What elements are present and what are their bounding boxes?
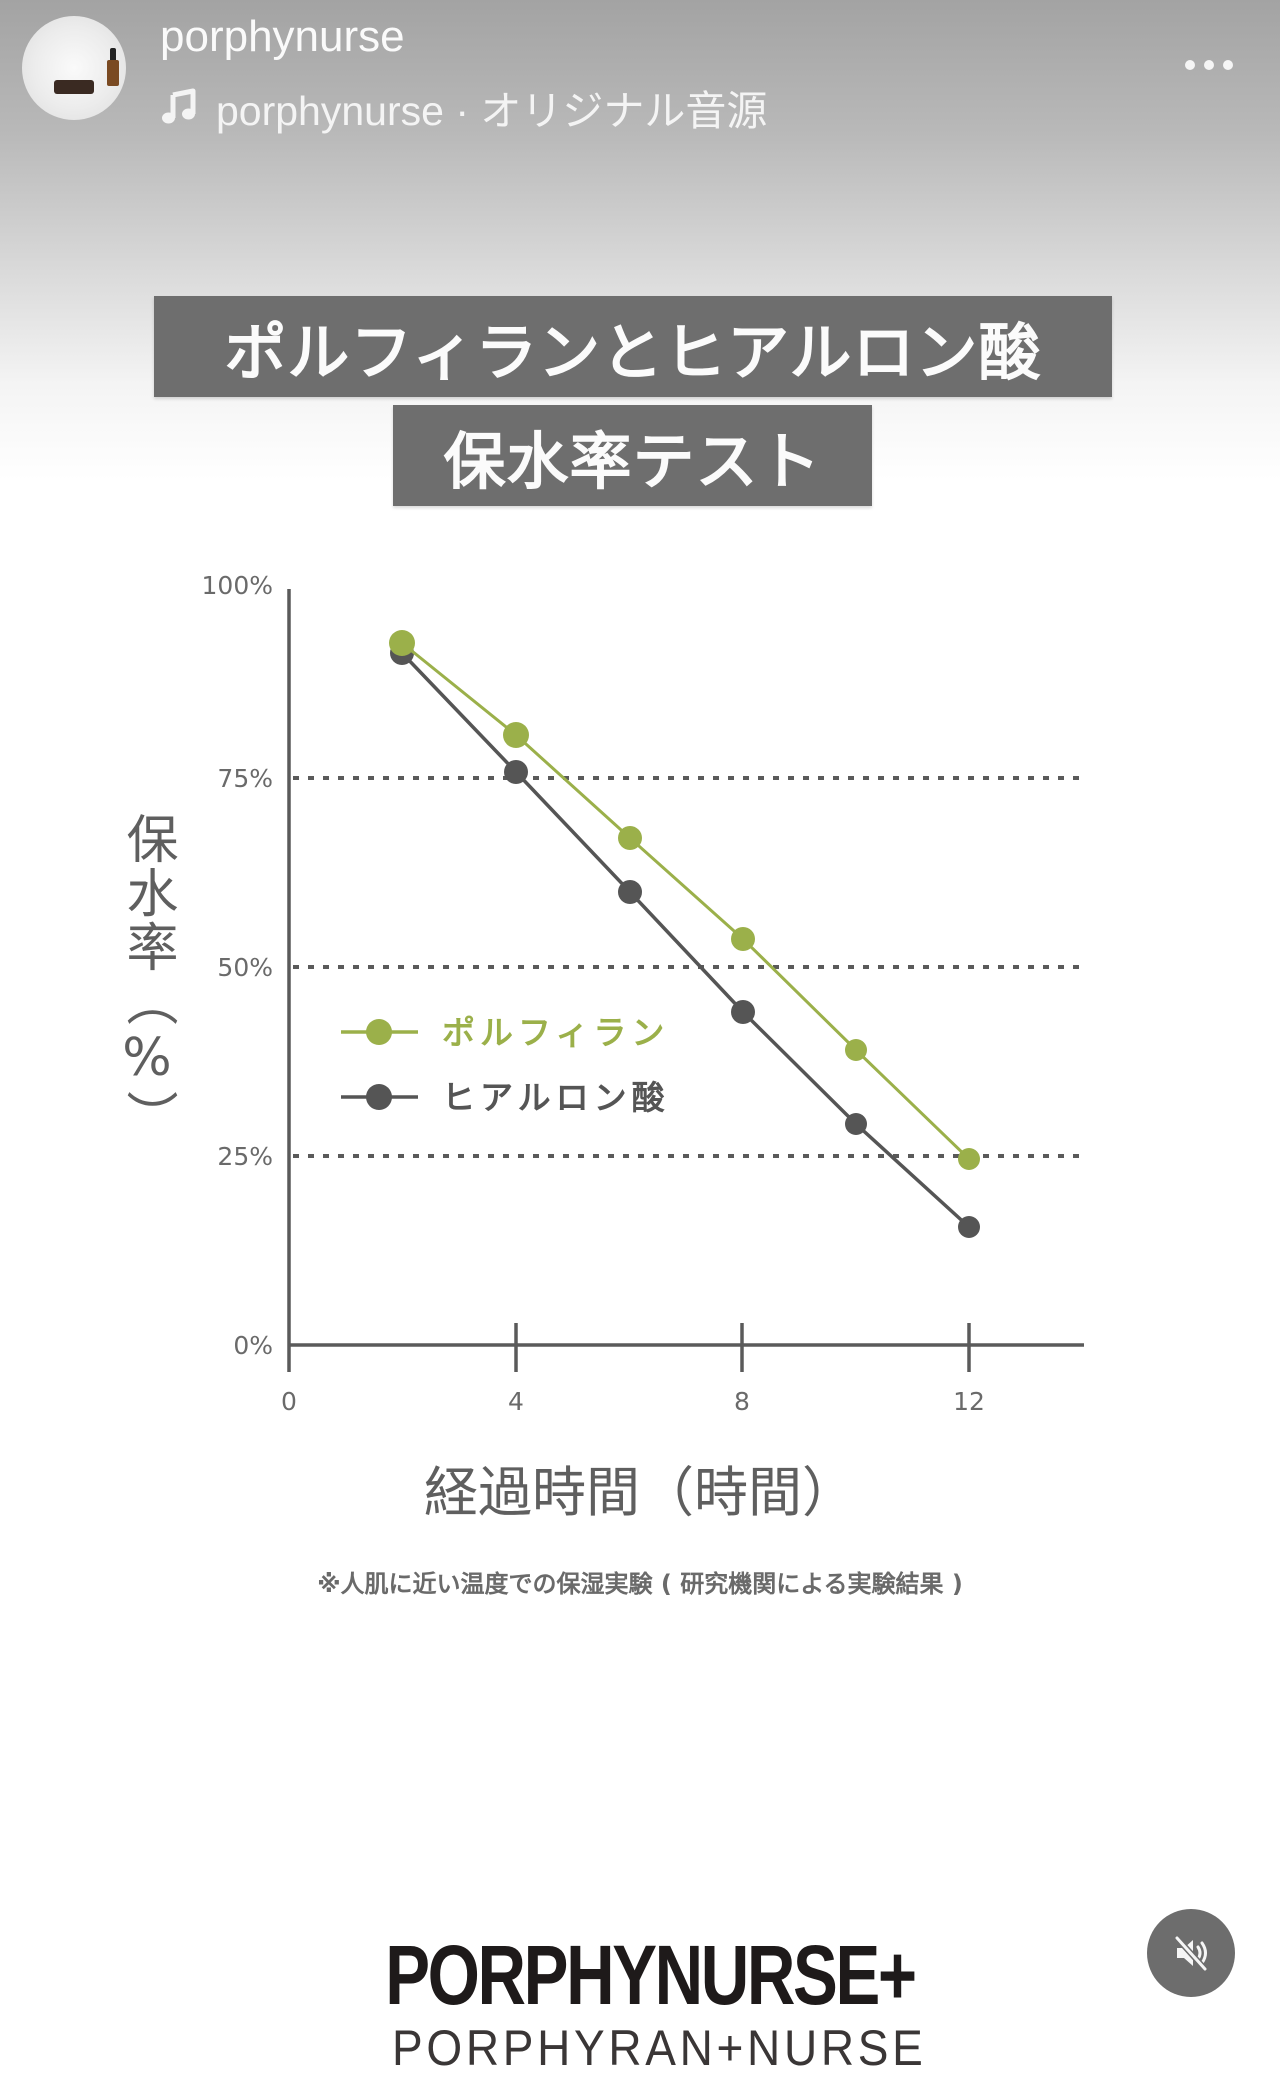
y-tick-label: 25% [217, 1142, 273, 1171]
x-axis-title: 経過時間（時間） [424, 1461, 856, 1524]
more-horizontal-icon [1185, 60, 1195, 70]
gridlines [293, 776, 1084, 1158]
x-tick-label: 12 [953, 1387, 985, 1416]
y-tick-label: 50% [217, 953, 273, 982]
speaker-muted-icon [1174, 1935, 1208, 1972]
brand-logo: PORPHYNURSE+ [385, 1928, 917, 2022]
chart-title-line-1: ポルフィランとヒアルロン酸 [154, 296, 1112, 397]
x-tick-label: 0 [281, 1387, 297, 1416]
legend-label: ポルフィラン [442, 1013, 669, 1052]
chart-footnote: ※人肌に近い温度での保湿実験 ( 研究機関による実験結果 ) [317, 1570, 963, 1598]
music-note-icon [162, 88, 196, 124]
y-tick-label: 100% [202, 571, 273, 600]
audio-label: porphynurse · オリジナル音源 [216, 88, 768, 134]
more-horizontal-icon [1204, 60, 1214, 70]
y-axis-title: 保水率（%） [117, 812, 177, 1144]
avatar-jar-shape [54, 80, 94, 94]
x-tick-label: 4 [508, 1387, 524, 1416]
x-tick-label: 8 [734, 1387, 750, 1416]
more-horizontal-icon [1223, 60, 1233, 70]
series-hyaluronic-acid [390, 641, 980, 1238]
more-options-button[interactable] [1178, 50, 1240, 80]
y-tick-label: 75% [217, 764, 273, 793]
header-gradient-overlay [0, 0, 1280, 480]
avatar-bottle-cap-shape [110, 48, 116, 62]
x-tick-labels: 0 4 8 12 [281, 1387, 985, 1416]
chart-title-line-2: 保水率テスト [393, 405, 872, 506]
username-link[interactable]: porphynurse [160, 12, 405, 61]
avatar[interactable] [22, 16, 126, 120]
series-porphyran [389, 630, 980, 1170]
x-ticks [514, 1323, 971, 1372]
legend-item-porphyran: ポルフィラン [341, 1013, 669, 1052]
legend-label: ヒアルロン酸 [442, 1078, 670, 1117]
brand-subtitle: PORPHYRAN+NURSE [392, 2020, 927, 2076]
y-tick-labels: 100% 75% 50% 25% 0% [202, 571, 273, 1360]
avatar-bottle-shape [107, 60, 119, 86]
line-chart: 100% 75% 50% 25% 0% 0 4 8 12 ポルフィラン [202, 571, 1084, 1416]
y-tick-label: 0% [233, 1331, 273, 1360]
legend: ポルフィラン ヒアルロン酸 [341, 1013, 670, 1117]
audio-link[interactable]: porphynurse · オリジナル音源 [160, 80, 767, 134]
mute-toggle-button[interactable] [1147, 1909, 1235, 1997]
post-header: porphynurse porphynurse · オリジナル音源 [0, 0, 1280, 150]
legend-item-hyaluronic-acid: ヒアルロン酸 [341, 1078, 670, 1117]
